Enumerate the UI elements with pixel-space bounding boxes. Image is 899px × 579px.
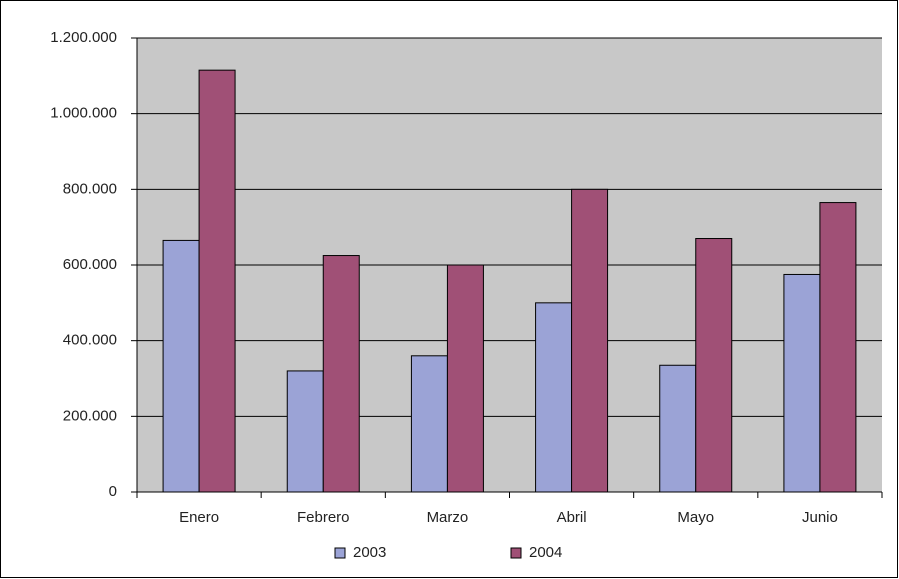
y-tick-label: 1.200.000 bbox=[50, 29, 117, 46]
bar bbox=[535, 302, 573, 493]
bar bbox=[783, 273, 821, 493]
x-tick-label: Mayo bbox=[677, 509, 714, 526]
bar bbox=[446, 264, 484, 493]
y-tick-label: 200.000 bbox=[63, 407, 117, 424]
bar bbox=[286, 370, 324, 493]
bar bbox=[162, 239, 200, 493]
x-tick-label: Febrero bbox=[297, 509, 350, 526]
bar bbox=[410, 355, 448, 493]
x-tick-label: Marzo bbox=[427, 509, 469, 526]
bar bbox=[659, 364, 697, 493]
x-tick-label: Abril bbox=[557, 509, 587, 526]
y-tick-label: 0 bbox=[109, 483, 117, 500]
legend-label: 2004 bbox=[529, 544, 562, 561]
bar bbox=[322, 255, 360, 493]
legend-label: 2003 bbox=[353, 544, 386, 561]
bar bbox=[198, 69, 236, 493]
bar bbox=[695, 238, 733, 493]
y-tick-label: 800.000 bbox=[63, 180, 117, 197]
y-tick-label: 1.000.000 bbox=[50, 105, 117, 122]
bar bbox=[819, 202, 857, 493]
legend-swatch bbox=[510, 547, 522, 559]
legend-swatch bbox=[334, 547, 346, 559]
bar bbox=[571, 188, 609, 493]
x-tick-label: Enero bbox=[179, 509, 219, 526]
y-tick-label: 400.000 bbox=[63, 332, 117, 349]
y-tick-label: 600.000 bbox=[63, 256, 117, 273]
x-tick-label: Junio bbox=[802, 509, 838, 526]
